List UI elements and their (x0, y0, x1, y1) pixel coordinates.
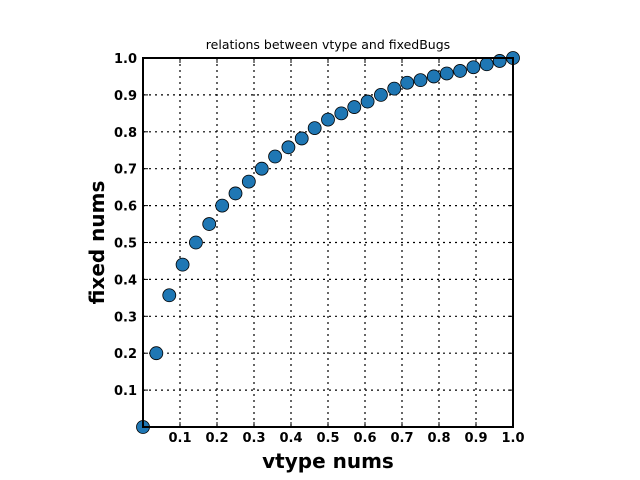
scatter-point (479, 57, 494, 72)
x-tick-label: 0.9 (464, 431, 487, 446)
y-tick-label: 1.0 (114, 52, 137, 67)
scatter-point (347, 100, 362, 114)
scatter-point (426, 69, 441, 84)
chart-title: relations between vtype and fixedBugs (206, 37, 450, 52)
scatter-point (202, 217, 217, 231)
scatter-point (453, 64, 467, 78)
scatter-point (413, 73, 428, 88)
y-tick-label: 0.2 (114, 347, 137, 362)
x-tick-label: 0.2 (205, 431, 228, 446)
scatter-point (334, 106, 349, 121)
x-tick-label: 0.6 (353, 431, 376, 446)
scatter-point (281, 140, 296, 155)
y-tick-label: 0.7 (114, 163, 137, 178)
scatter-point (241, 174, 256, 189)
scatter-point (294, 131, 309, 146)
data-points (136, 51, 520, 434)
scatter-point (307, 121, 322, 136)
scatter-point (492, 54, 507, 68)
x-tick-label: 0.5 (316, 431, 339, 446)
scatter-point (162, 288, 177, 303)
y-tick-label: 0.1 (114, 384, 137, 399)
scatter-point (149, 346, 164, 361)
y-tick-label: 0.5 (114, 237, 137, 252)
scatter-point (466, 60, 481, 75)
plot-frame (142, 57, 514, 428)
scatter-point (360, 94, 375, 109)
scatter-point (254, 161, 269, 176)
scatter-point (215, 198, 230, 213)
y-tick-label: 0.4 (114, 273, 137, 288)
x-tick-label: 0.8 (427, 431, 450, 446)
x-axis-title: vtype nums (262, 449, 394, 473)
x-tick-label: 0.1 (168, 431, 191, 446)
x-tick-label: 0.7 (390, 431, 413, 446)
scatter-point (228, 186, 243, 201)
scatter-point (189, 235, 203, 250)
y-tick-label: 0.6 (114, 200, 137, 215)
axis-ticks (143, 57, 514, 427)
scatter-point (268, 149, 282, 164)
scatter-point (400, 75, 415, 90)
x-tick-label: 0.3 (242, 431, 265, 446)
scatter-point (175, 257, 190, 272)
y-tick-label: 0.9 (114, 89, 137, 104)
scatter-point (387, 81, 402, 96)
scatter-point (374, 88, 388, 102)
tick-labels: 0.1 0.2 0.3 0.4 0.5 0.6 0.7 0.8 0.9 1.0 0.1 0.2 0.3 0… (114, 52, 525, 446)
y-axis-title: fixed nums (85, 181, 109, 305)
scatter-point (321, 112, 335, 127)
y-tick-label: 0.3 (114, 310, 137, 325)
y-tick-label: 0.8 (114, 126, 137, 141)
scatter-point (439, 66, 454, 81)
x-tick-label: 1.0 (501, 431, 524, 446)
x-tick-label: 0.4 (279, 431, 302, 446)
